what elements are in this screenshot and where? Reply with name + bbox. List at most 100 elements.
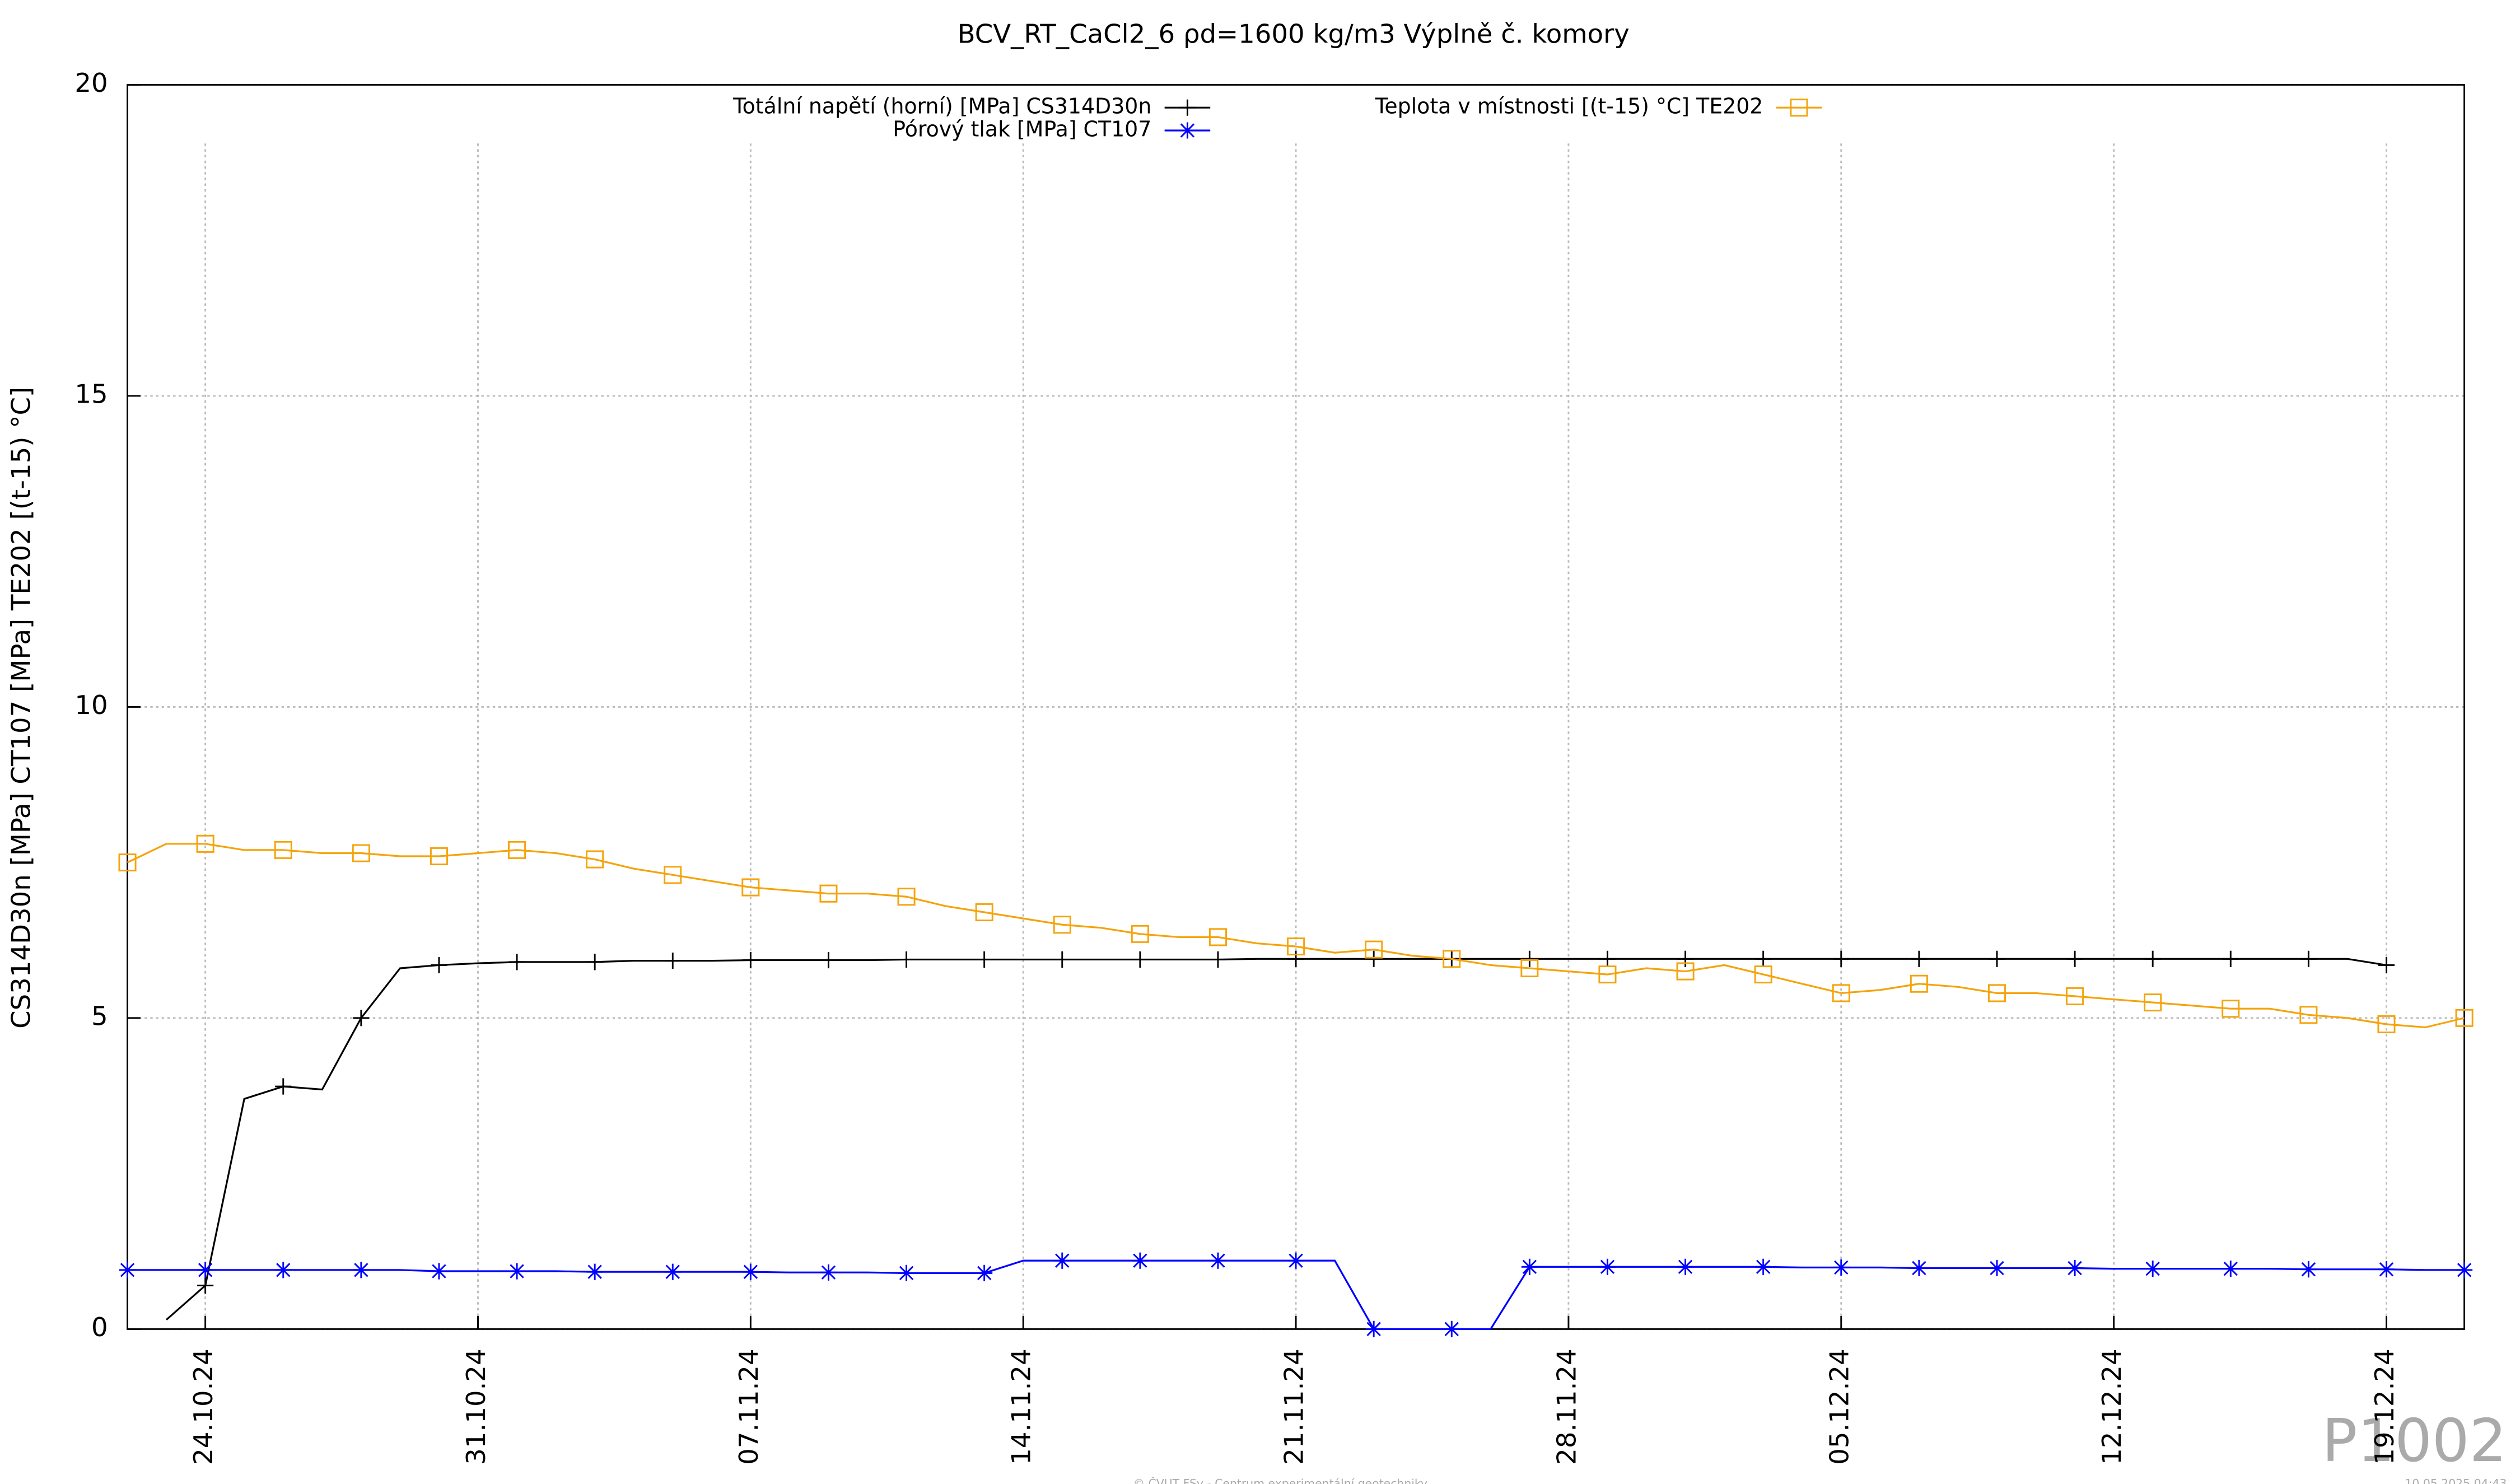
marker bbox=[197, 1262, 214, 1278]
marker bbox=[1443, 1320, 1460, 1337]
marker bbox=[353, 1010, 370, 1026]
marker bbox=[353, 1262, 370, 1278]
legend-marker bbox=[1179, 99, 1196, 116]
x-tick-label: 07.11.24 bbox=[734, 1348, 764, 1464]
x-tick-label: 19.12.24 bbox=[2369, 1348, 2400, 1464]
marker bbox=[1599, 950, 1616, 967]
marker bbox=[819, 884, 838, 903]
marker bbox=[1365, 1320, 1382, 1337]
marker bbox=[586, 954, 603, 970]
x-tick-label: 05.12.24 bbox=[1824, 1348, 1854, 1464]
legend-label: Totální napětí (horní) [MPa] CS314D30n bbox=[732, 94, 1151, 119]
marker bbox=[2378, 1261, 2395, 1278]
marker bbox=[2456, 1262, 2473, 1278]
y-tick-label: 0 bbox=[91, 1312, 108, 1342]
marker bbox=[1208, 928, 1227, 946]
marker bbox=[820, 951, 837, 969]
marker bbox=[2378, 956, 2395, 974]
y-tick-label: 15 bbox=[74, 379, 108, 409]
chart-title: BCV_RT_CaCl2_6 ρd=1600 kg/m3 Výplně č. k… bbox=[958, 19, 1630, 49]
marker bbox=[1599, 1258, 1616, 1275]
x-tick-label: 31.10.24 bbox=[461, 1348, 491, 1464]
marker bbox=[2066, 950, 2083, 967]
marker bbox=[1598, 965, 1617, 984]
marker bbox=[897, 888, 916, 906]
marker bbox=[508, 841, 526, 859]
marker bbox=[1911, 1259, 1928, 1277]
plot-frame bbox=[127, 83, 2466, 1330]
footer: © ČVUT FSv - Centrum experimentální geot… bbox=[1133, 1476, 1427, 1484]
marker bbox=[1287, 937, 1305, 956]
marker bbox=[1677, 950, 1694, 967]
marker bbox=[1054, 1252, 1071, 1269]
marker bbox=[1443, 950, 1461, 968]
legend-label: Pórový tlak [MPa] CT107 bbox=[893, 116, 1151, 141]
marker bbox=[1287, 950, 1304, 967]
y-tick-label: 20 bbox=[74, 68, 108, 98]
marker bbox=[742, 1263, 759, 1280]
marker bbox=[975, 903, 993, 922]
marker bbox=[275, 1078, 292, 1095]
marker bbox=[1987, 984, 2006, 1002]
x-tick-label: 21.11.24 bbox=[1279, 1348, 1309, 1464]
marker bbox=[2455, 1009, 2474, 1027]
marker bbox=[1911, 950, 1928, 967]
series-line bbox=[127, 843, 2465, 1029]
marker bbox=[431, 956, 447, 974]
y-tick-label: 5 bbox=[91, 1001, 108, 1031]
y-tick-label: 10 bbox=[74, 690, 108, 720]
marker bbox=[1832, 984, 1850, 1002]
marker bbox=[1521, 1258, 1538, 1275]
marker bbox=[1989, 950, 2005, 967]
marker bbox=[898, 1264, 915, 1281]
marker bbox=[2300, 1261, 2317, 1278]
marker bbox=[275, 1262, 292, 1278]
marker bbox=[2222, 950, 2239, 967]
marker bbox=[898, 951, 915, 968]
watermark: P1002 bbox=[2322, 1407, 2507, 1475]
marker bbox=[1210, 951, 1226, 968]
marker bbox=[1053, 916, 1071, 934]
marker bbox=[1755, 950, 1772, 967]
marker bbox=[1754, 965, 1772, 984]
marker bbox=[2144, 993, 2162, 1012]
marker bbox=[274, 841, 292, 859]
marker bbox=[1989, 1259, 2005, 1277]
marker bbox=[431, 1263, 447, 1280]
marker bbox=[2144, 950, 2161, 967]
marker bbox=[586, 850, 604, 869]
marker bbox=[1520, 959, 1539, 978]
marker bbox=[1287, 1252, 1304, 1269]
marker bbox=[119, 1262, 136, 1278]
marker bbox=[1755, 1258, 1772, 1275]
marker bbox=[2299, 1006, 2318, 1024]
marker bbox=[2222, 1000, 2240, 1018]
marker bbox=[2377, 1015, 2396, 1033]
marker bbox=[1132, 1252, 1149, 1269]
marker bbox=[2144, 1261, 2161, 1277]
marker bbox=[1833, 950, 1850, 967]
marker bbox=[1677, 1258, 1694, 1275]
series-line bbox=[166, 958, 2387, 1320]
marker bbox=[664, 1263, 681, 1280]
marker bbox=[586, 1263, 603, 1280]
marker bbox=[742, 951, 759, 969]
marker bbox=[508, 954, 525, 970]
x-tick-label: 24.10.24 bbox=[188, 1348, 218, 1464]
legend-marker bbox=[1790, 99, 1808, 117]
marker bbox=[1132, 951, 1149, 968]
marker bbox=[2222, 1261, 2239, 1277]
x-tick-label: 12.12.24 bbox=[2097, 1348, 2127, 1464]
marker bbox=[976, 1264, 993, 1281]
marker bbox=[1131, 925, 1149, 943]
marker bbox=[430, 847, 448, 866]
legend-label: Teplota v místnosti [(t-15) °C] TE202 bbox=[1375, 94, 1763, 119]
marker bbox=[2066, 987, 2084, 1006]
marker bbox=[1365, 940, 1383, 959]
marker bbox=[1365, 950, 1382, 967]
marker bbox=[1910, 974, 1928, 993]
marker bbox=[118, 853, 137, 872]
marker bbox=[196, 834, 214, 853]
